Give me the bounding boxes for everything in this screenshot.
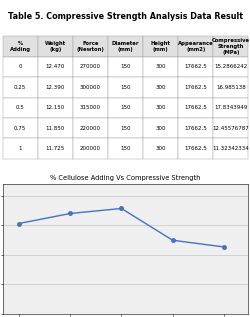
Text: Table 5. Compressive Strength Analysis Data Result: Table 5. Compressive Strength Analysis D… [8, 12, 242, 22]
Title: % Cellulose Adding Vs Compressive Strength: % Cellulose Adding Vs Compressive Streng… [50, 175, 200, 181]
